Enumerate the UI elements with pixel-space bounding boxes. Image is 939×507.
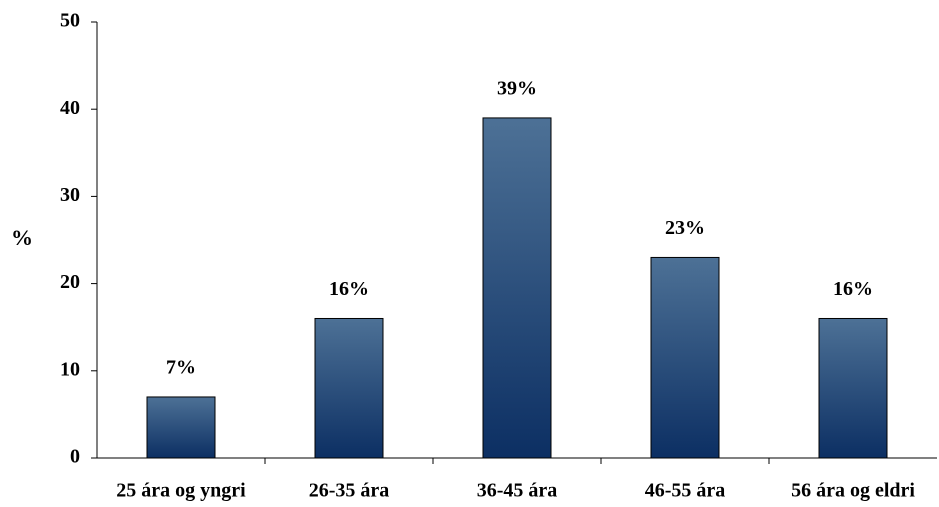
y-axis-label: % xyxy=(11,225,33,250)
bars xyxy=(146,117,888,459)
x-tick-label: 56 ára og eldri xyxy=(791,480,915,502)
bar-2 xyxy=(314,317,384,459)
y-tick-label: 0 xyxy=(70,446,80,468)
y-tick-label: 50 xyxy=(60,10,80,32)
data-label: 16% xyxy=(833,278,873,300)
y-tick-label: 20 xyxy=(60,271,80,293)
y-tick-label: 10 xyxy=(60,358,80,380)
x-tick-label: 46-55 ára xyxy=(645,480,726,502)
x-tick-label: 26-35 ára xyxy=(309,480,390,502)
y-tick-label: 40 xyxy=(60,97,80,119)
bar-5 xyxy=(818,317,888,459)
x-tick-label: 36-45 ára xyxy=(477,480,558,502)
x-tick-label: 25 ára og yngri xyxy=(116,480,246,502)
y-tick-label: 30 xyxy=(60,184,80,206)
y-axis-ticks: 0 10 20 30 40 50 xyxy=(60,10,97,468)
bar-3 xyxy=(482,117,552,459)
bar-1 xyxy=(146,396,216,459)
bar-4 xyxy=(650,256,720,459)
data-label: 7% xyxy=(166,357,196,379)
data-label: 39% xyxy=(497,78,537,100)
data-labels: 7% 16% 39% 23% 16% xyxy=(166,78,873,379)
data-label: 16% xyxy=(329,278,369,300)
data-label: 23% xyxy=(665,217,705,239)
x-axis-ticks: 25 ára og yngri 26-35 ára 36-45 ára 46-55 á… xyxy=(116,458,915,502)
